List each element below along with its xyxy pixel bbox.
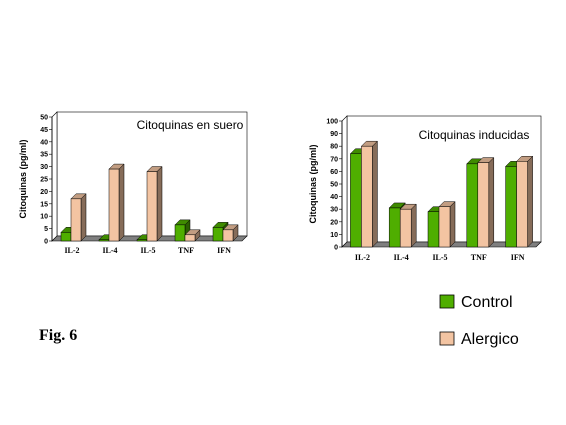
- bar-front-face: [184, 234, 196, 242]
- y-tick-label: 5: [44, 226, 48, 233]
- bar-side-face: [488, 156, 495, 248]
- bar-front-face: [466, 163, 479, 248]
- bar-front-face: [222, 229, 234, 242]
- x-tick-label: IL-5: [140, 246, 155, 255]
- bar-side-face: [118, 163, 125, 242]
- legend-swatch-alergico: [439, 331, 455, 346]
- bar-front-face: [438, 206, 451, 248]
- legend-swatch-control: [439, 294, 455, 309]
- bar-front-face: [70, 198, 82, 242]
- bar-alergico-ifn: [515, 155, 534, 248]
- x-tick-label: IL-4: [102, 246, 117, 255]
- y-tick-label: 40: [330, 194, 338, 201]
- x-tick-label: IL-2: [64, 246, 79, 255]
- bar-front-face: [146, 171, 158, 242]
- legend-item-control: Control: [439, 294, 513, 311]
- y-tick-label: 50: [330, 182, 338, 189]
- y-tick-label: 35: [40, 152, 48, 159]
- bar-alergico-ifn: [222, 224, 239, 242]
- x-tick-label: IL-4: [394, 253, 409, 262]
- bar-alergico-il-2: [360, 140, 379, 248]
- bar-front-face: [98, 239, 110, 242]
- legend-label-alergico: Alergico: [461, 331, 519, 348]
- bar-front-face: [505, 166, 517, 248]
- legend: Control Alergico: [439, 294, 519, 348]
- chart-title: Citoquinas inducidas: [419, 128, 530, 142]
- chart-citoquinas-inducidas: 0 10 20 30 40 50 60 70 80 90 100 Citoquinas (pg/ml)…: [308, 115, 542, 262]
- bar-front-face: [388, 207, 401, 248]
- x-tick-label: IFN: [511, 253, 525, 262]
- bar-front-face: [212, 227, 224, 242]
- y-tick-label: 100: [326, 119, 338, 126]
- y-tick-label: 80: [330, 144, 338, 151]
- bar-front-face: [361, 145, 373, 248]
- y-tick-label: 0: [44, 239, 48, 246]
- bar-side-face: [449, 201, 456, 248]
- y-tick-label: 70: [330, 156, 338, 163]
- y-axis-label: Citoquinas (pg/ml): [308, 145, 318, 224]
- bar-alergico-il-5: [146, 165, 163, 242]
- y-tick-label: 90: [330, 131, 338, 138]
- x-tick-label: TNF: [471, 253, 487, 262]
- y-tick-label: 20: [330, 219, 338, 226]
- y-tick-label: 50: [40, 115, 48, 122]
- bar-front-face: [427, 211, 440, 248]
- y-tick-label: 25: [40, 177, 48, 184]
- chart-citoquinas-en-suero: 0 5 10 15 20 25 30 35 40 45 50 Citoquinas (pg/ml) Ci…: [18, 111, 248, 255]
- bar-front-face: [516, 161, 528, 248]
- y-tick-label: 40: [40, 139, 48, 146]
- bar-alergico-il-5: [438, 201, 456, 248]
- bar-front-face: [477, 162, 490, 248]
- bar-front-face: [350, 153, 362, 248]
- y-tick-label: 0: [334, 245, 338, 252]
- legend-item-alergico: Alergico: [439, 331, 519, 348]
- y-tick-label: 10: [330, 232, 338, 239]
- bar-side-face: [156, 165, 163, 242]
- plot-side-wall: [51, 111, 58, 242]
- y-tick-label: 15: [40, 201, 48, 208]
- bar-alergico-tnf: [184, 229, 201, 242]
- y-tick-label: 30: [330, 207, 338, 214]
- y-tick-label: 20: [40, 189, 48, 196]
- chart-title: Citoquinas en suero: [137, 118, 244, 132]
- x-tick-label: TNF: [178, 246, 194, 255]
- y-tick-label: 60: [330, 169, 338, 176]
- bar-front-face: [174, 224, 186, 242]
- bar-front-face: [136, 239, 148, 242]
- x-tick-label: IL-5: [432, 253, 447, 262]
- figure-label: Fig. 6: [39, 327, 77, 344]
- y-tick-label: 10: [40, 214, 48, 221]
- x-tick-label: IL-2: [355, 253, 370, 262]
- y-tick-label: 45: [40, 127, 48, 134]
- bar-side-face: [372, 140, 378, 248]
- bar-side-face: [410, 203, 417, 248]
- bar-side-face: [527, 155, 533, 248]
- bar-front-face: [108, 168, 120, 242]
- y-tick-label: 30: [40, 164, 48, 171]
- bar-alergico-il-2: [70, 193, 87, 242]
- bar-alergico-il-4: [108, 163, 125, 242]
- plot-side-wall: [341, 115, 348, 248]
- x-tick-label: IFN: [217, 246, 231, 255]
- bar-alergico-tnf: [477, 156, 495, 248]
- legend-label-control: Control: [461, 294, 513, 311]
- bar-front-face: [60, 232, 72, 242]
- bar-alergico-il-4: [399, 203, 417, 248]
- bar-side-face: [80, 193, 87, 242]
- bar-front-face: [399, 208, 412, 248]
- y-axis-label: Citoquinas (pg/ml): [18, 140, 28, 219]
